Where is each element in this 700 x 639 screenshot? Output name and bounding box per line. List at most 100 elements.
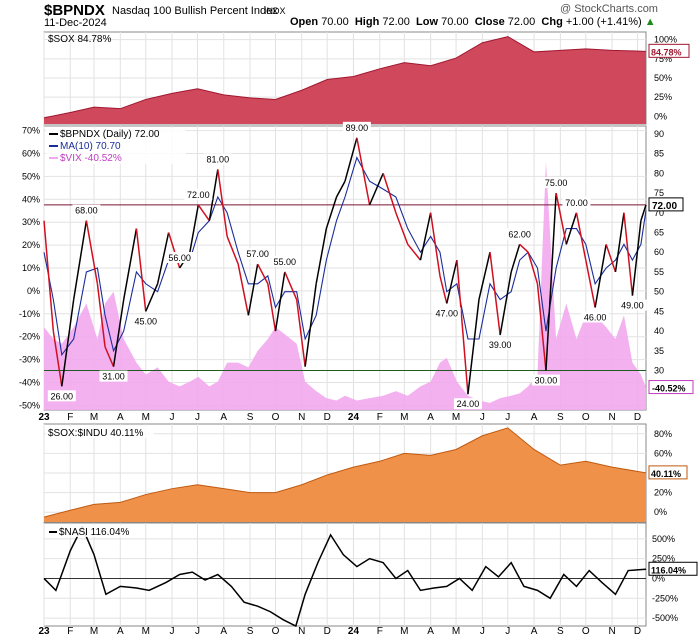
x-tick-label-bottom: D (324, 626, 331, 637)
vix-last-value-box (648, 380, 694, 395)
bpndx-segment (217, 169, 228, 237)
x-tick-label-mid: F (67, 412, 73, 423)
x-tick-label-mid: A (427, 412, 434, 423)
y-tick-label: 100% (654, 35, 677, 45)
bpndx-segment (85, 220, 99, 284)
x-tick-label-mid: D (324, 412, 331, 423)
x-tick-label-bottom: S (557, 626, 564, 637)
x-tick-label-bottom: A (117, 626, 124, 637)
bpndx-segment (368, 173, 384, 206)
x-tick-label-mid: M (142, 412, 150, 423)
vix-area (44, 161, 646, 410)
bpndx-segment (208, 169, 219, 221)
x-tick-label-bottom: N (298, 626, 305, 637)
bpndx-segment (605, 244, 617, 273)
y-tick-label: 0% (654, 111, 667, 121)
point-label-bg (47, 390, 76, 402)
x-tick-label-bottom: J (170, 626, 175, 637)
y-tick-label-right: 80 (654, 168, 664, 178)
bpndx-segment (135, 228, 147, 312)
x-tick-label-mid: J (170, 412, 175, 423)
bpndx-segment (594, 244, 607, 308)
y-tick-label: 250% (652, 554, 675, 564)
x-tick-label-mid: N (298, 412, 305, 423)
bpndx-segment (555, 192, 568, 245)
point-label-bg (531, 374, 560, 386)
ratio-last-value-label: 40.11% (651, 469, 681, 479)
point-label-bg (72, 204, 101, 216)
bpndx-segment (640, 204, 647, 221)
ratio-area (44, 427, 646, 522)
sox-line (43, 36, 647, 119)
point-label: 24.00 (457, 399, 480, 409)
y-tick-label: 50% (654, 73, 672, 83)
bpndx-segment (545, 193, 557, 371)
point-label-bg (505, 228, 534, 240)
y-tick-label-right: 50 (654, 287, 664, 297)
sox-area (44, 36, 646, 124)
quote-date: 11-Dec-2024 (44, 17, 107, 29)
ratio-legend-bg (46, 426, 154, 438)
y-tick-label: -250% (652, 593, 678, 603)
bpndx-segment (122, 228, 138, 300)
point-label-bg (203, 153, 232, 165)
chg-value: +1.00 (+1.41%) (565, 16, 642, 28)
x-tick-label-mid: A (220, 412, 227, 423)
y-tick-label-left: 30% (22, 217, 40, 227)
x-tick-label-bottom: M (452, 626, 460, 637)
bpndx-segment (112, 299, 125, 367)
bpndx-segment (257, 263, 269, 285)
bpndx-segment (267, 283, 277, 332)
point-label-bg (542, 177, 571, 189)
point-label: 47.00 (435, 309, 458, 319)
y-tick-label-left: 0% (27, 286, 40, 296)
nasi-legend: $NASI 116.04% (59, 527, 130, 538)
bpndx-last-value-label: 72.00 (652, 201, 677, 212)
point-label: 89.00 (346, 123, 369, 133)
point-label-bg (131, 315, 160, 327)
ratio-last-value-box (648, 465, 688, 480)
nasi-legend-bg (46, 525, 138, 537)
bpndx-segment (197, 204, 210, 222)
y-tick-label-left: -10% (19, 309, 40, 319)
y-tick-label-left: -20% (19, 332, 40, 342)
point-label: 75.00 (545, 178, 568, 188)
x-tick-label-mid: J (505, 412, 510, 423)
x-tick-label-bottom: M (400, 626, 408, 637)
point-label: 70.00 (565, 198, 588, 208)
x-tick-label-mid: 23 (38, 412, 50, 423)
sox-last-value-box (648, 43, 690, 58)
point-label: 68.00 (75, 206, 98, 216)
bpndx-segment (104, 346, 115, 367)
x-tick-label-bottom: A (220, 626, 227, 637)
bpndx-segment (96, 283, 106, 347)
bpndx-segment (61, 299, 75, 387)
x-tick-label-mid: N (608, 412, 615, 423)
point-label-bg (581, 311, 610, 323)
point-label: 26.00 (51, 391, 74, 401)
y-tick-label-left: 60% (22, 148, 40, 158)
bpndx-segment (274, 271, 286, 332)
bpndx-segment (72, 220, 88, 300)
ohlc-row: Open 70.00 High 72.00 Low 70.00 Close 72… (290, 16, 656, 28)
bpndx-segment (519, 243, 529, 253)
vix-last-value-label: -40.52% (652, 384, 686, 394)
bpndx-segment (382, 173, 397, 214)
x-tick-label-bottom: 23 (38, 626, 50, 637)
bpndx-segment (43, 220, 55, 332)
y-tick-label-right: 70 (654, 208, 664, 218)
ratio-legend: $SOX:$INDU 40.11% (48, 428, 144, 439)
bpndx-segment (226, 236, 239, 265)
x-tick-label-bottom: A (427, 626, 434, 637)
x-tick-label-mid: M (400, 412, 408, 423)
y-tick-label-right: 55 (654, 267, 664, 277)
bpndx-segment (527, 252, 539, 284)
y-tick-label: 25% (654, 92, 672, 102)
bpndx-segment (565, 212, 578, 245)
y-tick-label-right: 40 (654, 326, 664, 336)
up-arrow-icon: ▲ (644, 16, 656, 28)
low-value: 70.00 (441, 16, 469, 28)
bpndx-segment (315, 228, 328, 284)
